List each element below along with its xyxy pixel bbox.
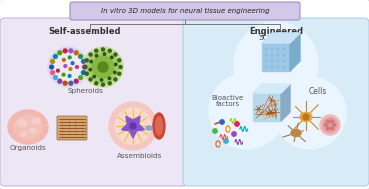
Ellipse shape: [14, 115, 42, 139]
Circle shape: [118, 59, 121, 62]
Text: In vitro 3D models for neural tissue engineering: In vitro 3D models for neural tissue eng…: [101, 8, 269, 14]
Circle shape: [89, 78, 92, 81]
Polygon shape: [262, 43, 290, 71]
Circle shape: [74, 51, 78, 55]
Circle shape: [320, 115, 340, 135]
Circle shape: [54, 53, 82, 81]
Text: Assembloids: Assembloids: [117, 153, 163, 159]
Circle shape: [95, 49, 98, 52]
Circle shape: [283, 54, 285, 56]
Circle shape: [62, 73, 65, 76]
Polygon shape: [281, 84, 290, 121]
Circle shape: [51, 71, 55, 74]
Text: Organoids: Organoids: [10, 145, 46, 151]
Text: Self-assembled: Self-assembled: [49, 28, 121, 36]
Circle shape: [92, 56, 114, 78]
Circle shape: [79, 76, 82, 79]
Text: Bioactive
factors: Bioactive factors: [212, 94, 244, 108]
Ellipse shape: [146, 126, 152, 130]
Circle shape: [56, 69, 59, 72]
Circle shape: [63, 49, 67, 53]
Circle shape: [271, 66, 273, 68]
Ellipse shape: [153, 113, 165, 139]
Circle shape: [101, 83, 104, 86]
Ellipse shape: [17, 119, 27, 126]
Circle shape: [76, 66, 78, 68]
Circle shape: [89, 68, 92, 71]
Circle shape: [82, 71, 85, 74]
Circle shape: [234, 22, 318, 106]
Polygon shape: [122, 116, 144, 138]
Circle shape: [48, 47, 88, 87]
Circle shape: [103, 53, 106, 55]
Circle shape: [101, 48, 104, 51]
Circle shape: [95, 82, 98, 85]
Circle shape: [98, 62, 108, 72]
Text: Scaffolds: Scaffolds: [259, 33, 293, 42]
Circle shape: [283, 60, 285, 62]
Circle shape: [232, 132, 236, 136]
Circle shape: [58, 79, 62, 83]
Circle shape: [114, 63, 117, 66]
Circle shape: [69, 49, 73, 53]
Text: Spheroids: Spheroids: [67, 88, 103, 94]
FancyBboxPatch shape: [183, 18, 369, 186]
Circle shape: [283, 66, 285, 68]
Circle shape: [331, 127, 333, 130]
Circle shape: [114, 71, 116, 74]
Text: Cells: Cells: [309, 87, 327, 95]
Ellipse shape: [30, 129, 37, 133]
Ellipse shape: [300, 112, 312, 122]
Polygon shape: [290, 33, 300, 71]
Circle shape: [84, 66, 87, 68]
Ellipse shape: [155, 117, 162, 135]
Circle shape: [68, 56, 71, 59]
Circle shape: [93, 75, 96, 78]
Circle shape: [108, 82, 111, 85]
Circle shape: [74, 79, 78, 83]
Circle shape: [87, 51, 119, 83]
FancyBboxPatch shape: [0, 18, 188, 186]
Circle shape: [69, 81, 73, 85]
Ellipse shape: [8, 110, 48, 144]
Circle shape: [118, 72, 121, 75]
Circle shape: [108, 49, 111, 52]
Circle shape: [100, 79, 103, 81]
Circle shape: [271, 60, 273, 62]
Circle shape: [325, 124, 327, 126]
Circle shape: [69, 68, 72, 70]
Polygon shape: [262, 33, 300, 43]
Circle shape: [277, 48, 279, 50]
Circle shape: [323, 118, 337, 132]
FancyBboxPatch shape: [70, 2, 300, 20]
Circle shape: [114, 78, 117, 81]
Circle shape: [333, 124, 335, 126]
Ellipse shape: [291, 129, 301, 136]
Circle shape: [265, 60, 267, 62]
Circle shape: [51, 60, 55, 63]
Circle shape: [327, 120, 329, 123]
Circle shape: [50, 65, 54, 69]
Ellipse shape: [21, 132, 27, 136]
Circle shape: [83, 47, 123, 87]
Circle shape: [114, 53, 117, 56]
Circle shape: [274, 77, 346, 149]
Circle shape: [209, 73, 285, 149]
Circle shape: [96, 54, 98, 57]
Circle shape: [303, 114, 309, 120]
Circle shape: [265, 66, 267, 68]
Circle shape: [109, 102, 157, 150]
Circle shape: [58, 51, 62, 55]
FancyBboxPatch shape: [57, 116, 87, 140]
Circle shape: [63, 81, 67, 85]
Circle shape: [108, 77, 111, 80]
Ellipse shape: [32, 118, 40, 124]
Circle shape: [119, 66, 122, 68]
Circle shape: [283, 48, 285, 50]
Circle shape: [79, 55, 82, 58]
Circle shape: [90, 60, 92, 63]
Polygon shape: [253, 93, 281, 121]
Circle shape: [277, 54, 279, 56]
Circle shape: [111, 56, 113, 59]
